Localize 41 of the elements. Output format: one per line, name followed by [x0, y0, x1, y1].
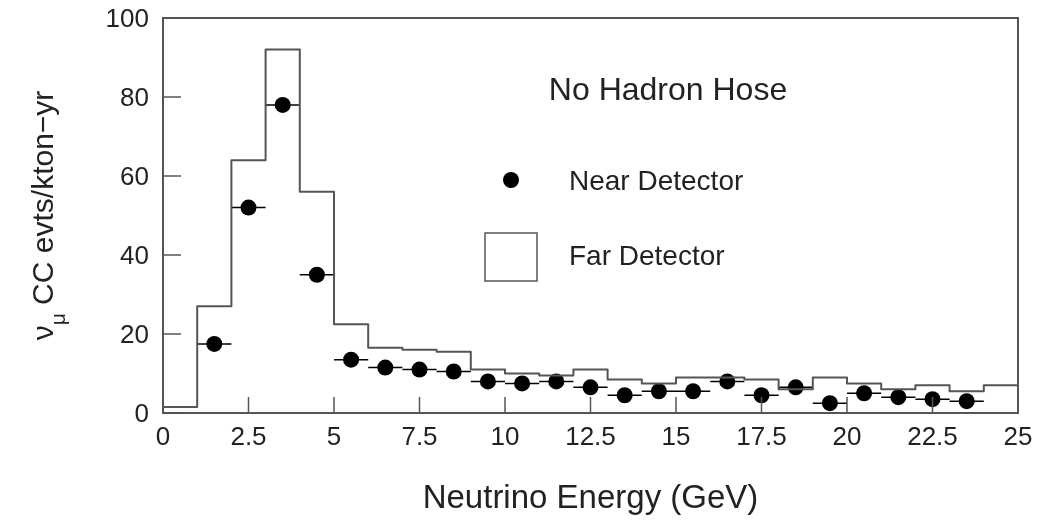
- point: [240, 199, 257, 216]
- point: [479, 373, 496, 390]
- point: [445, 363, 462, 380]
- point: [753, 387, 770, 404]
- point: [650, 383, 667, 400]
- x-tick-label: 7.5: [401, 421, 438, 451]
- point: [856, 385, 873, 402]
- point: [821, 395, 838, 412]
- y-tick-label: 80: [120, 82, 149, 112]
- legend-label: Near Detector: [569, 165, 744, 196]
- x-axis-title: Neutrino Energy (GeV): [422, 478, 759, 515]
- point: [616, 387, 633, 404]
- x-tick-label: 10: [490, 421, 520, 451]
- point: [308, 266, 325, 283]
- text: No Hadron Hose: [548, 71, 788, 107]
- x-tick-label: 0: [155, 421, 171, 451]
- y-tick-label: 60: [120, 161, 149, 191]
- x-tick-label: 22.5: [907, 421, 958, 451]
- point: [924, 391, 941, 408]
- x-tick-label: 25: [1003, 421, 1033, 451]
- x-tick-label: 15: [661, 421, 691, 451]
- x-tick-label: 12.5: [565, 421, 616, 451]
- point: [377, 359, 394, 376]
- y-tick-label: 20: [120, 319, 149, 349]
- point: [958, 393, 975, 410]
- x-tick-label: 20: [832, 421, 862, 451]
- x-tick-label: 2.5: [230, 421, 267, 451]
- x-tick-label: 17.5: [736, 421, 787, 451]
- y-tick-label: 0: [134, 398, 149, 428]
- point: [514, 375, 531, 392]
- point: [206, 335, 223, 352]
- y-tick-label: 40: [120, 240, 149, 270]
- point: [343, 351, 360, 368]
- point: [582, 379, 599, 396]
- point: [685, 383, 702, 400]
- point: [411, 361, 428, 378]
- x-tick-label: 5: [326, 421, 342, 451]
- y-tick-label: 100: [105, 3, 149, 33]
- point: [274, 96, 291, 113]
- legend-label: Far Detector: [569, 240, 725, 271]
- point: [890, 389, 907, 406]
